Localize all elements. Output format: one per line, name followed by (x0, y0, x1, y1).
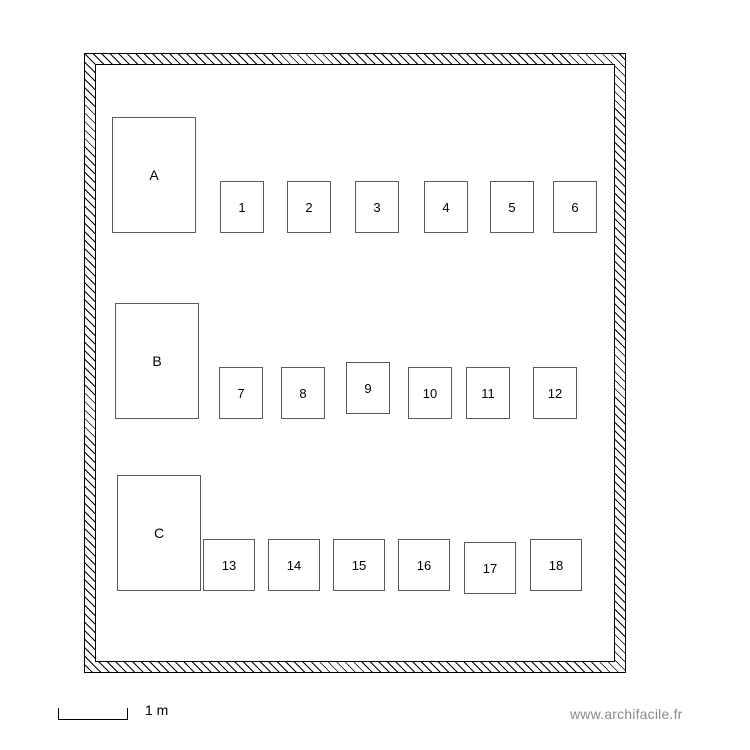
slot-box-3: 3 (355, 181, 399, 233)
slot-box-4: 4 (424, 181, 468, 233)
scale-label: 1 m (145, 702, 168, 718)
slot-box-17: 17 (464, 542, 516, 594)
slot-box-5: 5 (490, 181, 534, 233)
slot-box-7: 7 (219, 367, 263, 419)
scale-hbar (58, 719, 128, 720)
slot-box-13: 13 (203, 539, 255, 591)
slot-box-10: 10 (408, 367, 452, 419)
slot-box-12: 12 (533, 367, 577, 419)
scale-bar (58, 708, 128, 720)
slot-box-2: 2 (287, 181, 331, 233)
slot-box-11: 11 (466, 367, 510, 419)
slot-box-1: 1 (220, 181, 264, 233)
slot-box-8: 8 (281, 367, 325, 419)
slot-box-18: 18 (530, 539, 582, 591)
slot-box-6: 6 (553, 181, 597, 233)
slot-box-14: 14 (268, 539, 320, 591)
slot-box-15: 15 (333, 539, 385, 591)
watermark-text: www.archifacile.fr (570, 706, 683, 722)
slot-box-9: 9 (346, 362, 390, 414)
floorplan-canvas: A123456B789101112C131415161718 1 m www.a… (0, 0, 750, 750)
section-box-a: A (112, 117, 196, 233)
section-box-b: B (115, 303, 199, 419)
slot-box-16: 16 (398, 539, 450, 591)
section-box-c: C (117, 475, 201, 591)
scale-tick-right (127, 708, 128, 720)
